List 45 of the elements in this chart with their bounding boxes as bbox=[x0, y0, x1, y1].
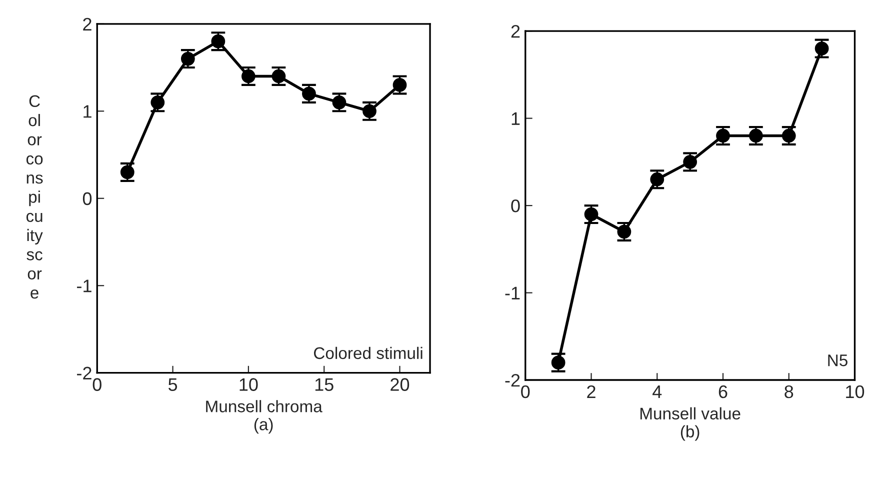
point bbox=[392, 78, 407, 92]
y-tick-label: -2 bbox=[505, 374, 520, 387]
x-tick-label: 8 bbox=[784, 385, 794, 398]
point bbox=[551, 356, 566, 370]
point bbox=[814, 42, 829, 56]
point bbox=[150, 95, 165, 110]
x-tick-label: 6 bbox=[718, 385, 728, 398]
point bbox=[362, 104, 376, 118]
y-tick-label: 1 bbox=[512, 112, 520, 125]
annotation: Colored stimuli bbox=[314, 346, 422, 360]
y-tick-label: -2 bbox=[77, 366, 92, 380]
point bbox=[782, 128, 796, 143]
point bbox=[748, 128, 763, 143]
x-tick-label: 2 bbox=[587, 385, 596, 398]
x-axis-title: Munsell chroma (a) bbox=[206, 400, 322, 434]
point bbox=[683, 154, 698, 169]
x-tick-label: 0 bbox=[92, 378, 102, 391]
point bbox=[584, 207, 598, 222]
y-tick-label: 0 bbox=[82, 192, 92, 206]
point bbox=[650, 172, 664, 186]
x-tick-label: 20 bbox=[390, 378, 410, 391]
y-tick-label: 0 bbox=[511, 199, 520, 212]
point bbox=[332, 95, 346, 110]
x-tick-label: 5 bbox=[168, 378, 178, 391]
point bbox=[120, 165, 134, 180]
point bbox=[272, 69, 286, 84]
point bbox=[242, 69, 256, 84]
point bbox=[211, 34, 226, 48]
x-tick-label: 0 bbox=[521, 385, 530, 398]
y-tick-label: 2 bbox=[83, 18, 92, 30]
x-tick-label: 10 bbox=[846, 385, 864, 398]
x-axis-title: Munsell value (b) bbox=[640, 407, 740, 441]
point bbox=[617, 224, 632, 239]
point bbox=[180, 52, 195, 66]
y-tick-label: 1 bbox=[84, 105, 92, 118]
y-tick-label: -1 bbox=[77, 280, 92, 292]
y-tick-label: -1 bbox=[505, 286, 520, 300]
y-tick-label: 2 bbox=[511, 25, 520, 38]
annotation: N5 bbox=[828, 354, 848, 366]
x-tick-label: 15 bbox=[315, 378, 334, 391]
x-tick-label: 10 bbox=[240, 378, 258, 391]
point bbox=[716, 128, 730, 143]
x-tick-label: 4 bbox=[652, 386, 662, 398]
text: C ol or co ns pi cu ity sc or e bbox=[26, 95, 43, 299]
point bbox=[302, 86, 316, 101]
